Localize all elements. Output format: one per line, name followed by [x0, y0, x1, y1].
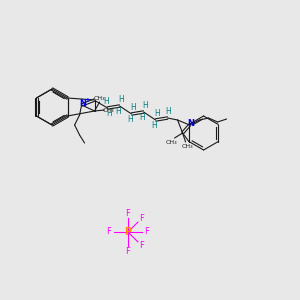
Text: F: F	[126, 208, 130, 217]
Text: F: F	[106, 227, 111, 236]
Text: F: F	[126, 247, 130, 256]
Text: H: H	[166, 107, 172, 116]
Text: H: H	[116, 107, 122, 116]
Text: H: H	[140, 113, 146, 122]
Text: F: F	[139, 241, 144, 250]
Text: N: N	[187, 118, 194, 127]
Text: N: N	[79, 100, 86, 109]
Text: CH₃: CH₃	[94, 95, 105, 101]
Text: H: H	[131, 103, 137, 112]
Text: F: F	[145, 227, 149, 236]
Text: H: H	[152, 122, 158, 130]
Text: H: H	[107, 110, 112, 118]
Text: H: H	[155, 110, 161, 118]
Text: H: H	[119, 95, 124, 104]
Text: H: H	[143, 101, 148, 110]
Text: H: H	[128, 116, 134, 124]
Text: CH₃: CH₃	[166, 140, 177, 145]
Text: CH₃: CH₃	[103, 107, 114, 112]
Text: F: F	[139, 214, 144, 223]
Text: P: P	[124, 227, 132, 237]
Text: CH₃: CH₃	[182, 143, 194, 148]
Text: +: +	[85, 97, 91, 103]
Text: H: H	[104, 97, 110, 106]
